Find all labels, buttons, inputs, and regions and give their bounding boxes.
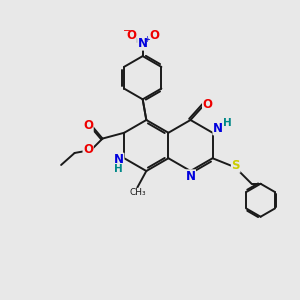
Text: −: − bbox=[123, 26, 131, 36]
Text: H: H bbox=[115, 164, 123, 174]
Text: O: O bbox=[83, 143, 93, 157]
Text: O: O bbox=[149, 28, 159, 42]
Text: O: O bbox=[202, 98, 213, 112]
Text: +: + bbox=[143, 35, 150, 44]
Text: N: N bbox=[213, 122, 223, 135]
Text: S: S bbox=[231, 159, 240, 172]
Text: O: O bbox=[126, 28, 136, 42]
Text: N: N bbox=[114, 153, 124, 166]
Text: N: N bbox=[138, 37, 148, 50]
Text: N: N bbox=[185, 170, 196, 183]
Text: O: O bbox=[83, 118, 93, 132]
Text: H: H bbox=[223, 118, 231, 128]
Text: CH₃: CH₃ bbox=[129, 188, 146, 197]
